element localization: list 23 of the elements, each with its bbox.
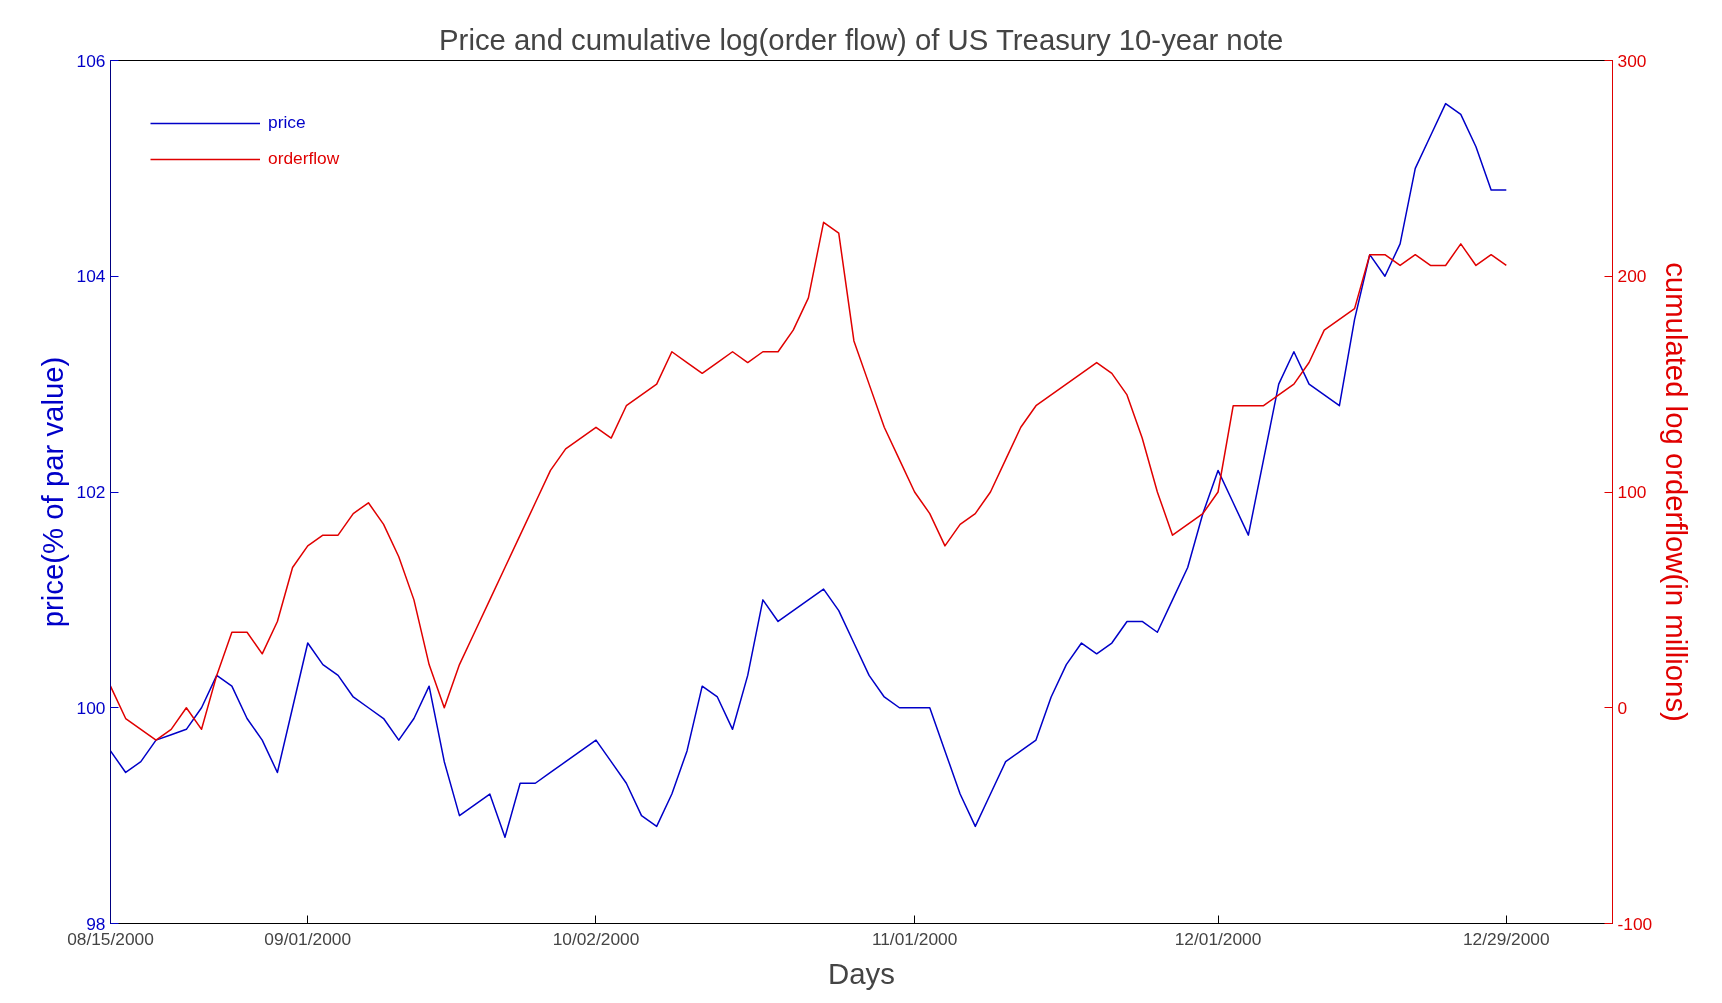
y-axis-title: price(% of par value) [35, 356, 69, 628]
x-tick-label: 10/02/2000 [552, 928, 640, 949]
x-tick-label: 12/29/2000 [1462, 928, 1550, 949]
y-tick-label: 98 [86, 913, 106, 934]
y2-tick-label: 100 [1617, 482, 1647, 502]
y-tick-label: 104 [76, 266, 106, 287]
x-tick-label: 09/01/2000 [264, 928, 352, 949]
y-tick-label: 102 [76, 482, 106, 502]
y2-tick-label: 200 [1617, 266, 1647, 287]
text: orderflow [268, 148, 340, 169]
x-tick-label: 11/01/2000 [871, 928, 958, 949]
y-tick-label: 100 [76, 697, 106, 718]
y-tick-label: 106 [76, 50, 106, 71]
y2-tick-label: -100 [1617, 913, 1653, 934]
line-series [110, 221, 1508, 741]
x-axis-title: Days [828, 956, 895, 990]
line-series [110, 102, 1508, 838]
text: price [268, 112, 306, 133]
x-tick-label: 12/01/2000 [1174, 928, 1262, 949]
y2-tick-label: 300 [1617, 50, 1647, 71]
y2-axis-title: cumulated log orderflow(in millions) [1660, 262, 1694, 722]
y2-tick-label: 0 [1617, 697, 1628, 718]
chart-title: Price and cumulative log(order flow) of US Treasury 10-year note [439, 22, 1284, 56]
